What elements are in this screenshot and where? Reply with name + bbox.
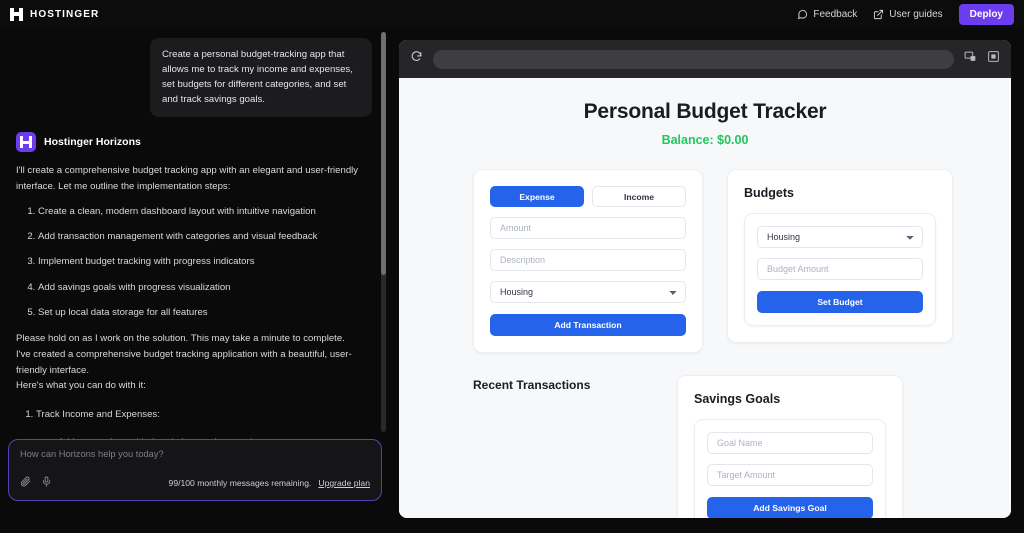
list-item: Track Income and Expenses: Add transacti… (36, 408, 372, 440)
list-item: Add transaction management with categori… (38, 230, 372, 244)
budgets-inner-card: Housing Set Budget (744, 213, 936, 326)
budgets-title: Budgets (744, 186, 794, 200)
income-tab[interactable]: Income (592, 186, 686, 207)
left-column: Expense Income Housing Add Transaction (473, 169, 703, 353)
user-guides-button[interactable]: User guides (873, 8, 943, 20)
brand-label: HOSTINGER (30, 8, 100, 20)
add-transaction-button[interactable]: Add Transaction (490, 314, 686, 336)
url-input[interactable] (433, 49, 954, 69)
feedback-label: Feedback (813, 8, 858, 20)
assistant-intro: I'll create a comprehensive budget track… (16, 165, 359, 192)
amount-input[interactable] (490, 217, 686, 239)
description-input[interactable] (490, 249, 686, 271)
speech-bubble-icon (797, 9, 808, 20)
balance-display: Balance: $0.00 (661, 133, 749, 147)
budget-amount-input[interactable] (757, 258, 923, 280)
chat-input-toolbar: 99/100 monthly messages remaining. Upgra… (20, 474, 370, 492)
list-item: Implement budget tracking with progress … (38, 255, 372, 269)
savings-column: Savings Goals Add Savings Goal (677, 353, 903, 518)
chat-message-list: Create a personal budget-tracking app th… (0, 28, 390, 440)
page-title: Personal Budget Tracker (583, 100, 827, 123)
chat-scrollbar-thumb[interactable] (381, 32, 386, 275)
chat-panel: Create a personal budget-tracking app th… (0, 28, 390, 533)
implementation-steps-list: Create a clean, modern dashboard layout … (38, 205, 372, 321)
created-text-line-2: Here's what you can do with it: (16, 380, 146, 392)
hold-on-text: Please hold on as I work on the solution… (16, 333, 345, 345)
feature-1-bullets: Add transactions with descriptions and c… (58, 436, 372, 440)
chat-input-container[interactable]: How can Horizons help you today? 99/100 … (8, 439, 382, 501)
created-text-line-1: I've created a comprehensive budget trac… (16, 348, 352, 376)
app-preview-content: Personal Budget Tracker Balance: $0.00 E… (399, 78, 1011, 518)
list-item: Add savings goals with progress visualiz… (38, 281, 372, 295)
assistant-followup: Please hold on as I work on the solution… (16, 331, 372, 393)
microphone-icon[interactable] (41, 474, 52, 492)
refresh-icon[interactable] (410, 50, 423, 68)
list-item: Set up local data storage for all featur… (38, 306, 372, 320)
set-budget-button[interactable]: Set Budget (757, 291, 923, 313)
features-list: Track Income and Expenses: Add transacti… (36, 408, 372, 440)
add-savings-goal-button[interactable]: Add Savings Goal (707, 497, 873, 518)
budgets-card: Budgets Housing Set Budget (727, 169, 953, 343)
user-guides-label: User guides (889, 8, 943, 20)
hostinger-logo-icon (10, 7, 23, 21)
assistant-header: Hostinger Horizons (16, 132, 372, 153)
savings-goals-title: Savings Goals (694, 392, 781, 406)
chat-scrollbar[interactable] (381, 32, 386, 432)
transaction-form-card: Expense Income Housing Add Transaction (473, 169, 703, 353)
list-item: Add transactions with descriptions and c… (58, 436, 372, 440)
feature-title: Track Income and Expenses: (36, 408, 160, 420)
deploy-button[interactable]: Deploy (958, 3, 1014, 25)
goal-name-input[interactable] (707, 432, 873, 454)
attachment-icon[interactable] (20, 474, 31, 492)
list-item: Create a clean, modern dashboard layout … (38, 205, 372, 219)
recent-transactions-title: Recent Transactions (473, 378, 591, 392)
hostinger-horizons-avatar-icon (16, 132, 36, 153)
transaction-type-toggle: Expense Income (490, 186, 686, 207)
hostinger-brand[interactable]: HOSTINGER (10, 7, 100, 21)
assistant-message: Hostinger Horizons I'll create a compreh… (16, 132, 372, 440)
external-link-icon (873, 9, 884, 20)
savings-inner-card: Add Savings Goal (694, 419, 886, 518)
dashboard-grid: Expense Income Housing Add Transaction B… (399, 147, 1011, 353)
feedback-button[interactable]: Feedback (797, 9, 857, 20)
target-amount-input[interactable] (707, 464, 873, 486)
responsive-view-icon[interactable] (964, 50, 977, 68)
preview-toolbar (399, 40, 1011, 78)
fullscreen-icon[interactable] (987, 50, 1000, 68)
savings-goals-card: Savings Goals Add Savings Goal (677, 375, 903, 518)
budget-category-select[interactable]: Housing (757, 226, 923, 248)
assistant-name: Hostinger Horizons (44, 136, 141, 149)
top-bar-actions: Feedback User guides Deploy (797, 3, 1014, 25)
chat-input-placeholder[interactable]: How can Horizons help you today? (20, 449, 164, 459)
category-select[interactable]: Housing (490, 281, 686, 303)
user-message: Create a personal budget-tracking app th… (150, 38, 372, 118)
expense-tab[interactable]: Expense (490, 186, 584, 207)
messages-remaining-label: 99/100 monthly messages remaining. (168, 478, 312, 488)
right-column: Budgets Housing Set Budget (727, 169, 953, 353)
preview-panel: Personal Budget Tracker Balance: $0.00 E… (399, 40, 1011, 518)
top-bar: HOSTINGER Feedback User guides Deploy (0, 0, 1024, 28)
upgrade-plan-link[interactable]: Upgrade plan (318, 478, 370, 488)
